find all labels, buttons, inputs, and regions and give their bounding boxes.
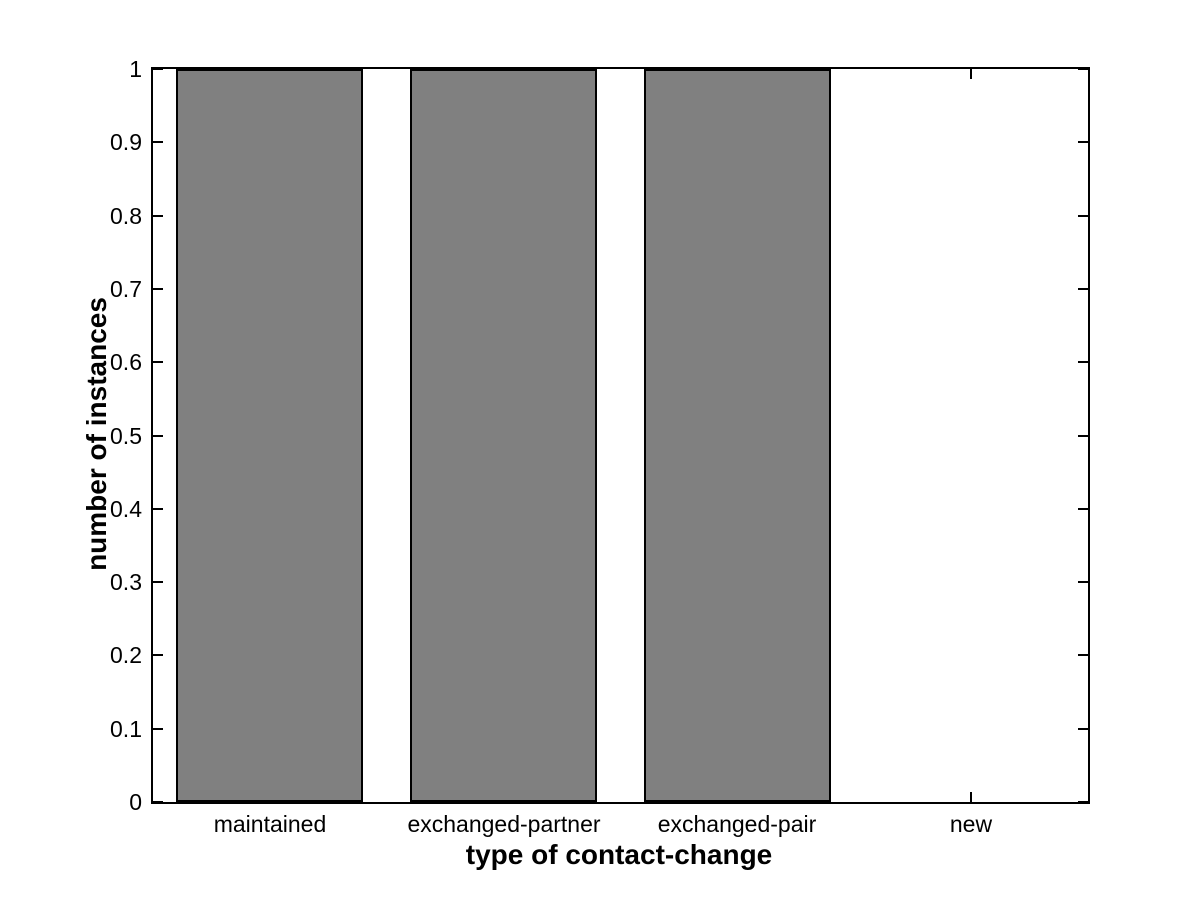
y-tick-mark <box>1078 288 1088 290</box>
y-tick-mark <box>153 654 163 656</box>
y-tick-mark <box>153 801 163 803</box>
bar-maintained <box>176 69 363 802</box>
bar-exchanged-partner <box>410 69 597 802</box>
y-tick-label: 0.8 <box>110 202 142 229</box>
plot-inner <box>153 68 1088 803</box>
x-tick-mark <box>970 69 972 79</box>
y-tick-mark <box>1078 361 1088 363</box>
y-tick-label: 0.7 <box>110 275 142 302</box>
y-tick-mark <box>153 68 163 70</box>
y-tick-mark <box>153 361 163 363</box>
y-tick-mark <box>1078 728 1088 730</box>
x-tick-mark <box>970 792 972 802</box>
x-tick-label: exchanged-pair <box>657 811 817 837</box>
y-tick-mark <box>153 581 163 583</box>
y-tick-mark <box>1078 508 1088 510</box>
y-tick-mark <box>153 215 163 217</box>
y-tick-mark <box>1078 581 1088 583</box>
y-tick-label: 0.6 <box>110 349 142 376</box>
y-tick-label: 0.5 <box>110 422 142 449</box>
y-tick-mark <box>1078 215 1088 217</box>
x-tick-label: exchanged-partner <box>407 811 601 837</box>
x-axis-label: type of contact-change <box>465 839 773 870</box>
y-tick-label: 0.2 <box>110 642 142 669</box>
y-tick-mark <box>153 288 163 290</box>
y-tick-mark <box>1078 435 1088 437</box>
y-tick-label: 0.4 <box>110 495 142 522</box>
bar-exchanged-pair <box>644 69 831 802</box>
y-tick-label: 0.1 <box>110 715 142 742</box>
y-tick-label: 0 <box>129 789 142 815</box>
x-tick-label: maintained <box>213 811 327 837</box>
x-tick-label: new <box>949 811 993 837</box>
y-tick-mark <box>153 141 163 143</box>
y-tick-label: 0.9 <box>110 129 142 156</box>
y-tick-label: 0.3 <box>110 569 142 596</box>
y-tick-mark <box>1078 141 1088 143</box>
y-tick-mark <box>1078 654 1088 656</box>
y-tick-mark <box>153 508 163 510</box>
y-tick-mark <box>1078 801 1088 803</box>
plot-area <box>151 67 1090 804</box>
y-tick-mark <box>153 435 163 437</box>
y-tick-mark <box>153 728 163 730</box>
y-tick-mark <box>1078 68 1088 70</box>
y-tick-label: 1 <box>129 56 142 82</box>
